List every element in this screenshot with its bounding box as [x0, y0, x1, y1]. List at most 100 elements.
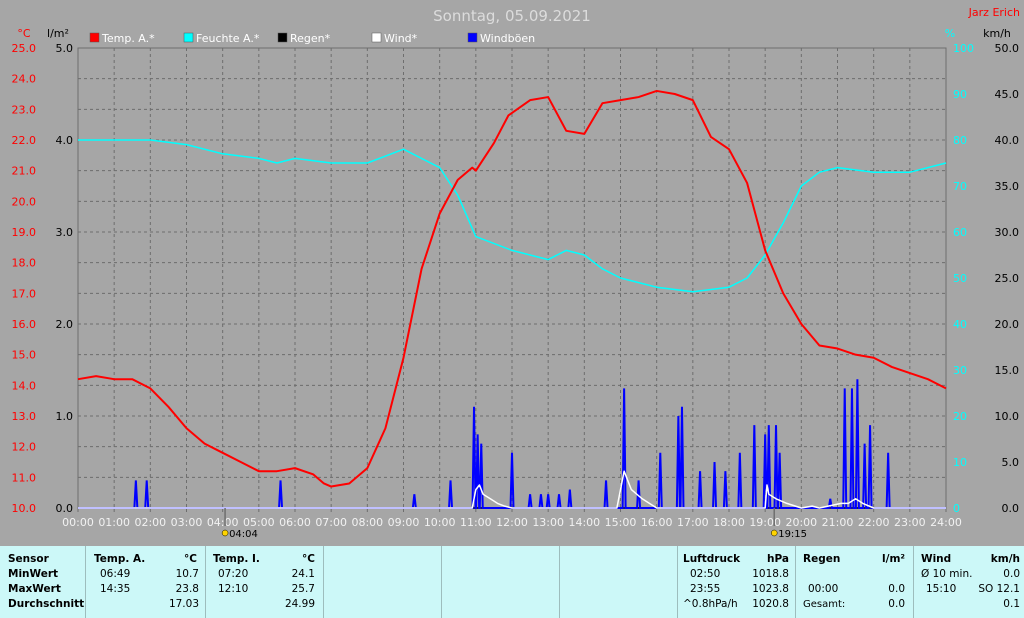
pressure-trend: ^0.8hPa/h	[683, 598, 738, 610]
rain-unit: l/m²	[882, 553, 905, 565]
axis-ticks: 00:00 01:00 02:00 03:00 04:00 05:00 06:00 07:00…	[12, 42, 1020, 529]
x-tick-label: 23:00	[894, 516, 926, 529]
wind-tick-label: 45.0	[995, 88, 1020, 101]
temp-i-unit: °C	[302, 553, 315, 565]
rain-total-value: 0.0	[888, 598, 905, 610]
x-tick-label: 22:00	[858, 516, 890, 529]
wind-avg-value: 0.1	[1003, 598, 1020, 610]
humidity-tick-label: 30	[953, 364, 967, 377]
wind-tick-label: 35.0	[995, 180, 1020, 193]
temp-tick-label: 22.0	[12, 134, 37, 147]
temp-tick-label: 23.0	[12, 103, 37, 116]
temp-i-max-time: 12:10	[218, 583, 249, 595]
pressure-max-value: 1023.8	[752, 583, 789, 595]
series-layer	[77, 89, 947, 509]
temp-tick-label: 20.0	[12, 195, 37, 208]
rain-column: Regen l/m² 00:00 0.0 Gesamt: 0.0	[796, 546, 914, 618]
temp-a-header: Temp. A.	[94, 553, 146, 565]
rain-tick-label: 0.0	[56, 502, 74, 515]
rain-tick-label: 5.0	[56, 42, 74, 55]
row-label-avg: Durchschnitt	[8, 598, 85, 610]
row-label-min: MinWert	[8, 568, 59, 580]
sunrise-icon	[221, 529, 229, 537]
temp-i-header: Temp. I.	[213, 553, 260, 565]
temp-i-min-value: 24.1	[291, 568, 315, 580]
humidity-tick-label: 90	[953, 88, 967, 101]
series-humidity	[78, 139, 947, 293]
x-tick-label: 08:00	[351, 516, 383, 529]
temp-i-column: Temp. I. °C 07:20 24.1 12:10 25.7 24.99	[206, 546, 324, 618]
wind-unit: km/h	[990, 553, 1020, 565]
wind-header: Wind	[921, 553, 952, 565]
x-tick-label: 11:00	[460, 516, 492, 529]
humidity-tick-label: 80	[953, 134, 967, 147]
author-label: Jarz Erich	[968, 6, 1020, 19]
temp-unit-label: °C	[17, 27, 31, 40]
temp-tick-label: 17.0	[12, 287, 37, 300]
temp-tick-label: 18.0	[12, 257, 37, 270]
weather-chart: Sonntag, 05.09.2021 Jarz Erich °C l/m² %…	[12, 6, 1021, 540]
x-tick-label: 01:00	[98, 516, 130, 529]
legend-label: Regen*	[290, 32, 331, 45]
x-tick-label: 06:00	[279, 516, 311, 529]
x-tick-label: 04:00	[207, 516, 239, 529]
empty-column-2	[442, 546, 560, 618]
rain-tick-label: 1.0	[56, 410, 74, 423]
temp-tick-label: 13.0	[12, 410, 37, 423]
temp-i-min-time: 07:20	[218, 568, 249, 580]
sunset-icon	[770, 529, 778, 537]
x-tick-label: 12:00	[496, 516, 528, 529]
x-tick-label: 07:00	[315, 516, 347, 529]
temp-a-min-value: 10.7	[175, 568, 199, 580]
x-tick-label: 16:00	[641, 516, 673, 529]
x-tick-label: 13:00	[532, 516, 564, 529]
pressure-header: Luftdruck	[683, 553, 741, 565]
humidity-tick-label: 50	[953, 272, 967, 285]
wind-unit-label: km/h	[983, 27, 1011, 40]
legend-swatch	[183, 32, 194, 43]
temp-tick-label: 21.0	[12, 165, 37, 178]
sunrise-time: 04:04	[229, 529, 258, 540]
temp-a-min-time: 06:49	[100, 568, 131, 580]
sensor-header: Sensor	[8, 553, 49, 565]
humidity-unit-label: %	[945, 27, 955, 40]
x-tick-label: 20:00	[785, 516, 817, 529]
rain-tick-label: 3.0	[56, 226, 74, 239]
wind-tick-label: 25.0	[995, 272, 1020, 285]
rain-header: Regen	[803, 553, 841, 565]
temp-tick-label: 19.0	[12, 226, 37, 239]
empty-column-1	[324, 546, 442, 618]
temp-tick-label: 14.0	[12, 379, 37, 392]
pressure-avg-value: 1020.8	[752, 598, 789, 610]
temp-tick-label: 11.0	[12, 471, 37, 484]
humidity-tick-label: 40	[953, 318, 967, 331]
rain-tick-label: 2.0	[56, 318, 74, 331]
pressure-min-value: 1018.8	[752, 568, 789, 580]
temp-tick-label: 24.0	[12, 73, 37, 86]
sun-markers: 04:04 19:15	[221, 508, 807, 540]
rain-total-label: Gesamt:	[803, 599, 846, 610]
temp-a-max-value: 23.8	[175, 583, 199, 595]
temp-a-column: Temp. A. °C 06:49 10.7 14:35 23.8 17.03	[86, 546, 206, 618]
temp-tick-label: 10.0	[12, 502, 37, 515]
temp-tick-label: 16.0	[12, 318, 37, 331]
pressure-unit: hPa	[767, 553, 789, 565]
x-tick-label: 15:00	[605, 516, 637, 529]
humidity-tick-label: 0	[953, 502, 960, 515]
legend-swatch	[371, 32, 382, 43]
x-tick-label: 14:00	[568, 516, 600, 529]
humidity-tick-label: 100	[953, 42, 974, 55]
wind-tick-label: 20.0	[995, 318, 1020, 331]
x-tick-label: 00:00	[62, 516, 94, 529]
wind-avg10-label: Ø 10 min.	[921, 568, 973, 580]
rain-max-time: 00:00	[808, 583, 839, 595]
wind-tick-label: 0.0	[1002, 502, 1020, 515]
rain-max-value: 0.0	[888, 583, 905, 595]
temp-a-max-time: 14:35	[100, 583, 131, 595]
x-tick-label: 18:00	[713, 516, 745, 529]
x-tick-label: 10:00	[424, 516, 456, 529]
legend-label: Feuchte A.*	[196, 32, 260, 45]
humidity-tick-label: 10	[953, 456, 967, 469]
legend-label: Temp. A.*	[101, 32, 155, 45]
humidity-tick-label: 70	[953, 180, 967, 193]
